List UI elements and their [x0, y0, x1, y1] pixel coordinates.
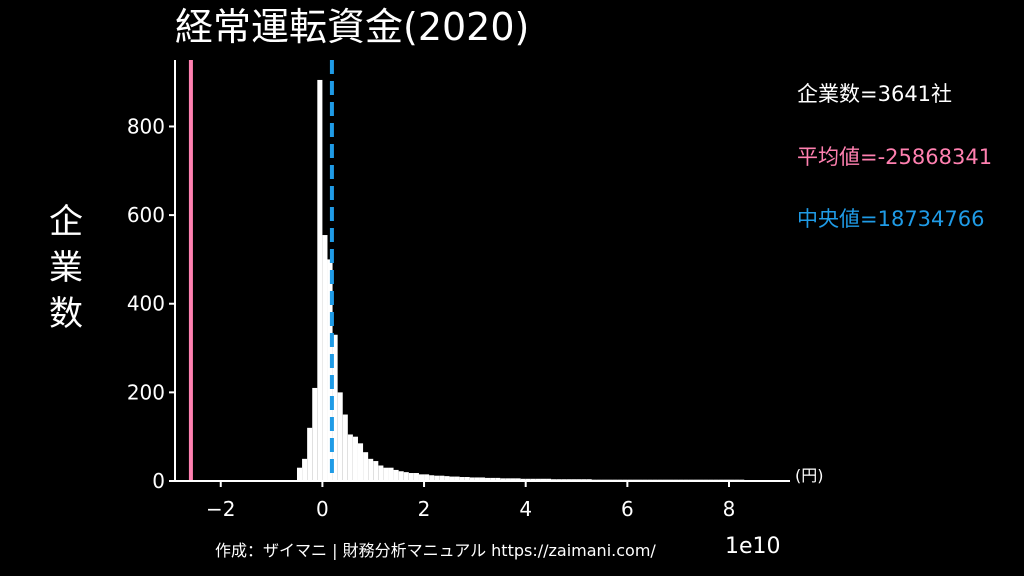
histogram-bar	[368, 458, 374, 481]
histogram-bar	[403, 472, 409, 481]
y-tick-label: 600	[127, 203, 165, 227]
histogram-bar	[312, 387, 318, 481]
company-count-text: 企業数=3641社	[797, 82, 952, 106]
histogram-bar	[307, 427, 313, 481]
histogram-bar	[510, 478, 516, 481]
histogram-bar	[332, 334, 338, 481]
histogram-bar	[296, 467, 303, 481]
histogram-bar	[363, 452, 369, 481]
y-tick-label: 200	[127, 380, 165, 404]
y-axis-label-char-3: 数	[49, 294, 83, 334]
y-axis-ticks: 0 200 400 600 800	[127, 114, 175, 493]
y-axis-label-char-1: 企	[49, 202, 83, 242]
histogram-bar	[429, 475, 435, 481]
histogram-bar	[398, 471, 404, 481]
y-axis-label-char-2: 業	[49, 248, 83, 288]
histogram-bar	[474, 477, 480, 481]
histogram-bar	[317, 79, 323, 481]
histogram-bar	[388, 467, 394, 481]
credit-text: 作成：ザイマニ | 財務分析マニュアル https://zaimani.com/	[215, 541, 656, 560]
histogram-bar	[378, 465, 384, 481]
x-tick-label: 2	[418, 497, 431, 521]
histogram-bar	[337, 392, 343, 481]
y-tick-label: 0	[152, 469, 165, 493]
histogram-bar	[444, 476, 450, 481]
histogram-bar	[515, 478, 521, 481]
x-axis-ticks: −2 0 2 4 6 8	[206, 481, 735, 521]
histogram-bar	[495, 477, 501, 481]
y-tick-label: 800	[127, 114, 165, 138]
histogram-bar	[434, 475, 440, 481]
reference-lines	[188, 60, 334, 481]
histogram-bar	[439, 475, 445, 481]
histogram-bar	[449, 476, 455, 481]
histogram-bar	[540, 478, 547, 481]
chart-title: 経常運転資金(2020)	[175, 5, 529, 49]
histogram-bar	[485, 477, 491, 481]
histogram-bar	[352, 436, 358, 481]
x-axis-unit-label: (円)	[795, 466, 824, 485]
x-tick-label: 6	[621, 497, 634, 521]
histogram-bar	[464, 477, 470, 481]
histogram-bar	[327, 259, 333, 481]
median-value-text: 中央値=18734766	[797, 207, 984, 231]
histogram-bar	[347, 434, 353, 481]
histogram-bar	[469, 477, 475, 481]
histogram-bar	[459, 477, 465, 481]
mean-value-text: 平均値=-25868341	[797, 145, 992, 169]
y-tick-label: 400	[127, 292, 165, 316]
histogram-bar	[322, 235, 328, 481]
histogram-bar	[535, 478, 541, 481]
histogram-bar	[418, 474, 425, 481]
x-tick-label: 4	[519, 497, 532, 521]
histogram-bar	[525, 478, 531, 481]
histogram-bar	[520, 478, 526, 481]
histogram-bar	[479, 477, 486, 481]
histogram-bar	[454, 476, 460, 481]
histogram-bar	[413, 473, 419, 481]
histogram-bar	[373, 461, 379, 481]
histogram-bar	[546, 478, 552, 481]
histogram-bar	[530, 478, 536, 481]
histogram-bar	[424, 474, 430, 481]
histogram-bar	[500, 478, 506, 481]
y-axis-label: 企 業 数	[49, 202, 83, 334]
histogram-bar	[408, 473, 414, 481]
x-axis-scale-label: 1e10	[725, 534, 781, 559]
histogram-bar	[505, 478, 511, 481]
x-tick-label: 8	[723, 497, 736, 521]
histogram-bars	[296, 79, 745, 481]
histogram-bar	[393, 469, 399, 481]
x-tick-label: −2	[206, 497, 235, 521]
histogram-bar	[302, 458, 308, 481]
x-tick-label: 0	[316, 497, 329, 521]
histogram-bar	[490, 477, 496, 481]
histogram-bar	[357, 443, 364, 481]
histogram-bar	[383, 467, 389, 481]
histogram-bar	[342, 414, 348, 481]
